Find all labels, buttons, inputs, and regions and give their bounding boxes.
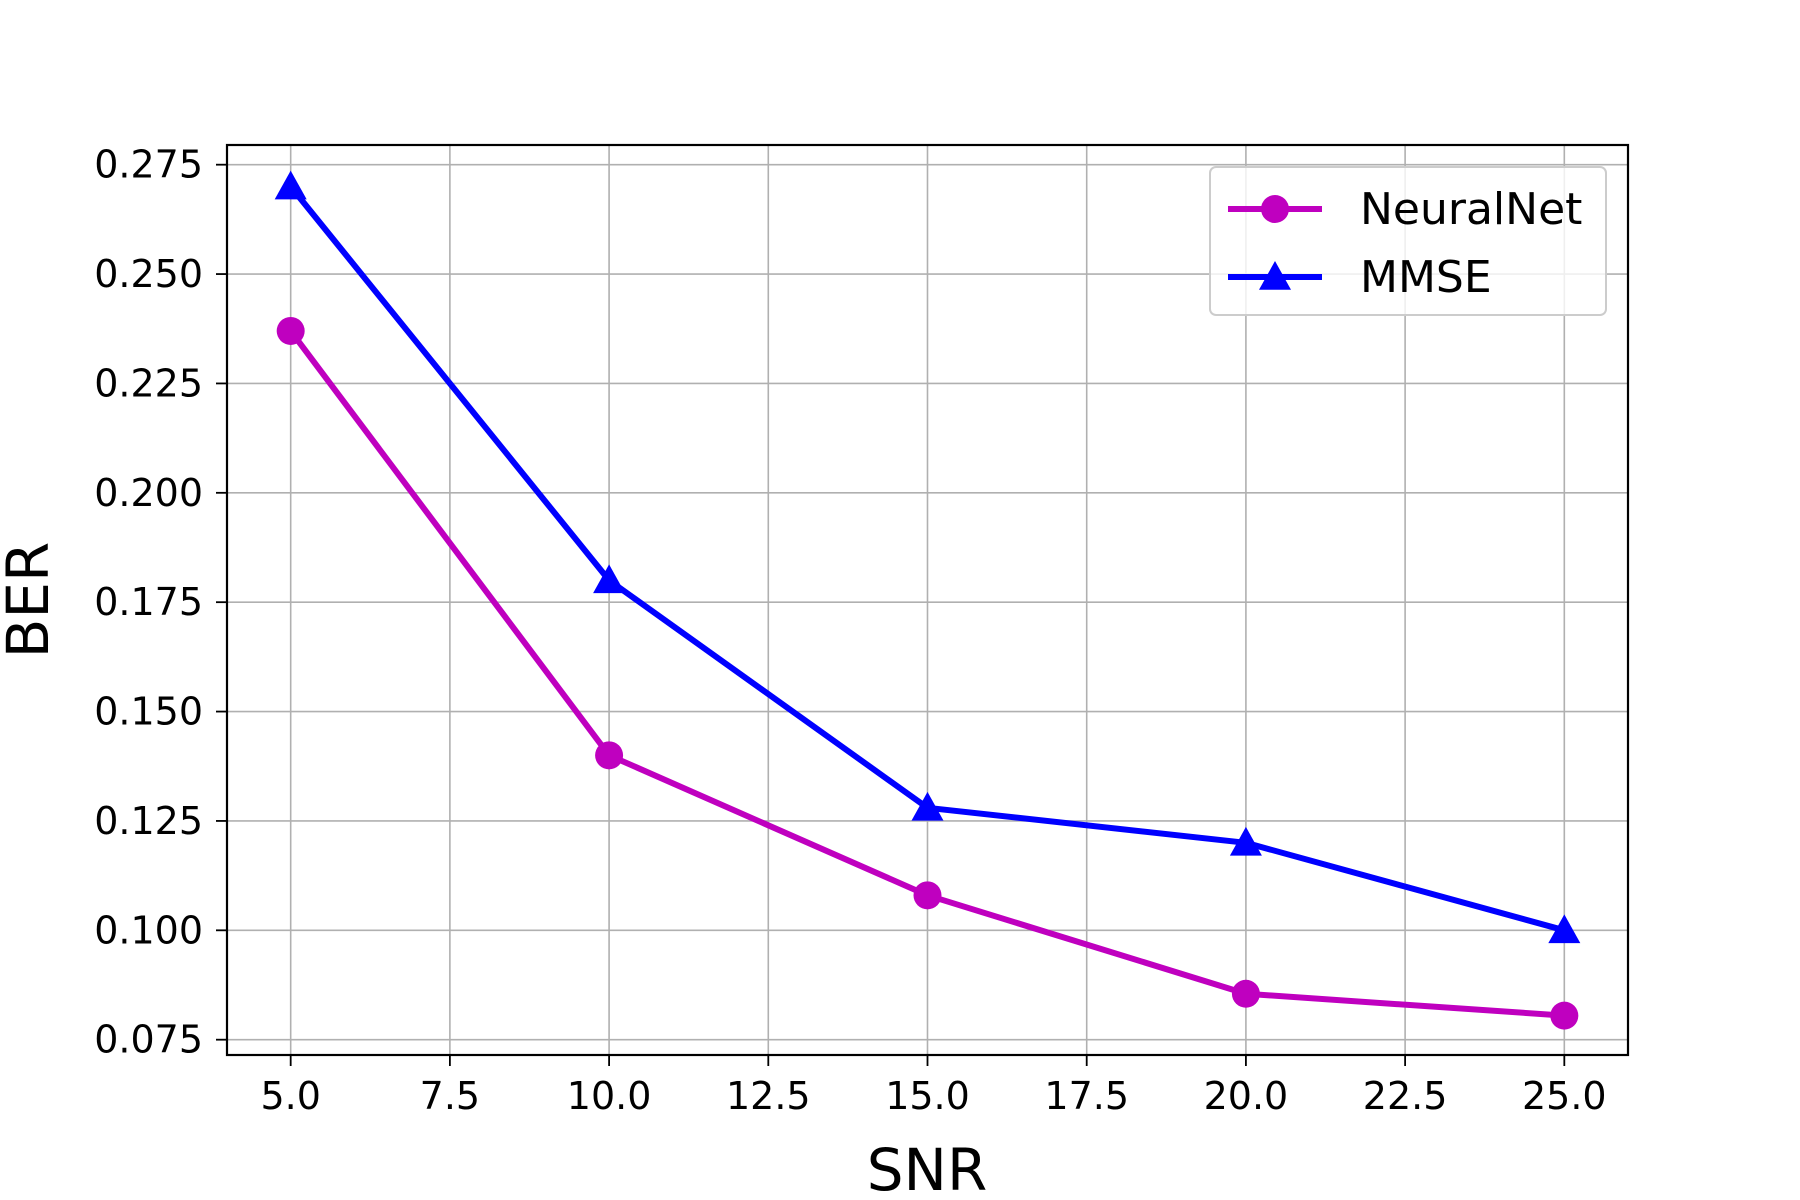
y-tick-label: 0.225 bbox=[94, 361, 203, 405]
data-point bbox=[913, 881, 942, 910]
y-tick-label: 0.200 bbox=[94, 471, 203, 515]
x-tick-label: 25.0 bbox=[1522, 1074, 1607, 1118]
x-tick-label: 22.5 bbox=[1363, 1074, 1448, 1118]
x-tick-label: 7.5 bbox=[420, 1074, 480, 1118]
data-point bbox=[911, 791, 944, 821]
data-point bbox=[593, 564, 626, 594]
series-mmse bbox=[274, 170, 1581, 944]
data-point bbox=[595, 741, 624, 770]
legend: NeuralNet MMSE bbox=[1209, 166, 1607, 316]
x-tick-label: 10.0 bbox=[567, 1074, 652, 1118]
y-tick-label: 0.250 bbox=[94, 252, 203, 296]
x-tick-label: 15.0 bbox=[885, 1074, 970, 1118]
x-tick-label: 17.5 bbox=[1044, 1074, 1129, 1118]
y-tick-label: 0.175 bbox=[94, 580, 203, 624]
grid bbox=[227, 145, 1628, 1055]
data-point bbox=[1231, 979, 1260, 1008]
x-axis-title: SNR bbox=[867, 1136, 988, 1200]
y-tick-label: 0.150 bbox=[94, 690, 203, 734]
x-tick-label: 5.0 bbox=[260, 1074, 320, 1118]
legend-entry: NeuralNet bbox=[1228, 184, 1582, 235]
x-tick-label: 12.5 bbox=[726, 1074, 811, 1118]
x-tick-label: 20.0 bbox=[1204, 1074, 1289, 1118]
data-point bbox=[274, 170, 307, 200]
data-point bbox=[276, 316, 305, 345]
series-neuralnet bbox=[276, 316, 1579, 1030]
legend-marker bbox=[1261, 195, 1289, 223]
x-axis: 5.0 7.5 10.0 12.5 15.0 17.5 20.0 22.5 25.0 bbox=[260, 1055, 1607, 1118]
legend-entry: MMSE bbox=[1228, 252, 1492, 303]
y-axis-title: BER bbox=[0, 542, 62, 659]
legend-marker bbox=[1259, 261, 1291, 290]
legend-label: NeuralNet bbox=[1360, 184, 1582, 235]
y-tick-label: 0.100 bbox=[94, 908, 203, 952]
series-layer bbox=[274, 170, 1581, 1030]
y-tick-label: 0.275 bbox=[94, 143, 203, 187]
data-point bbox=[1550, 1001, 1579, 1030]
y-tick-label: 0.125 bbox=[94, 799, 203, 843]
legend-label: MMSE bbox=[1360, 252, 1492, 303]
y-tick-label: 0.075 bbox=[94, 1018, 203, 1062]
data-point bbox=[1229, 826, 1262, 856]
y-axis: 0.075 0.100 0.125 0.150 0.175 0.200 0.225 0.250… bbox=[94, 143, 227, 1062]
data-point bbox=[1548, 914, 1581, 944]
